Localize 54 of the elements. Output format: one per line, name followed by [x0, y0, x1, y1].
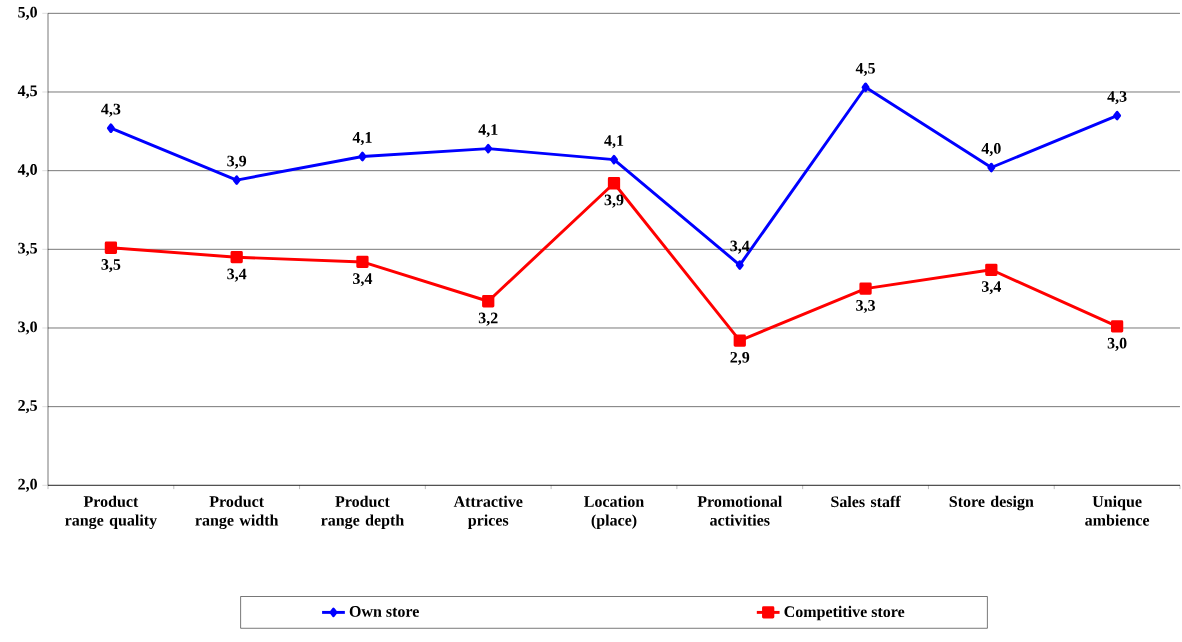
- data-label: 3,5: [101, 259, 121, 273]
- point: [735, 260, 744, 270]
- y-tick-label: 4,0: [17, 164, 37, 178]
- data-label: 4,5: [855, 62, 875, 76]
- data-label: 2,9: [730, 351, 750, 366]
- data-label: 3,3: [856, 300, 875, 314]
- y-tick-label: 5,0: [18, 6, 37, 20]
- point: [484, 143, 493, 154]
- data-label: 4,1: [352, 132, 372, 146]
- y-tick-label: 2,0: [18, 478, 37, 492]
- legend-label: Own store: [349, 606, 419, 617]
- data-label: 4,1: [604, 135, 624, 149]
- point: [985, 263, 998, 276]
- data-label: 3,4: [730, 240, 750, 254]
- point: [861, 82, 870, 93]
- x-tick-label: Product range quality: [65, 495, 157, 530]
- y-tick-label: 3,5: [18, 242, 38, 256]
- point: [232, 175, 241, 185]
- data-label: 4,1: [478, 124, 498, 138]
- point: [106, 123, 115, 133]
- data-label: 3,0: [1107, 337, 1127, 351]
- legend-label: Competitive store: [784, 605, 905, 621]
- point: [1113, 110, 1122, 121]
- data-label: 3,9: [227, 155, 247, 169]
- y-tick-label: 4,5: [17, 85, 38, 99]
- x-tick-label: Sales staff: [831, 495, 901, 508]
- x-tick-label: Unique ambience: [1085, 495, 1150, 526]
- data-label: 4,3: [1107, 91, 1127, 105]
- data-label: 3,4: [981, 281, 1002, 295]
- point: [1110, 320, 1124, 333]
- data-label: 4,3: [101, 103, 121, 117]
- data-label: 3,4: [227, 268, 247, 282]
- x-tick-label: Store design: [949, 495, 1034, 511]
- y-tick-label: 2,5: [18, 400, 38, 414]
- data-label: 3,4: [353, 273, 373, 287]
- point: [987, 162, 996, 173]
- data-label: 4,0: [981, 143, 1001, 157]
- point: [482, 295, 495, 308]
- x-tick-label: Product range width: [195, 495, 279, 530]
- x-tick-label: Product range depth: [321, 495, 404, 530]
- x-tick-label: Attractive prices: [453, 495, 523, 529]
- point: [356, 255, 369, 269]
- point: [104, 241, 118, 254]
- data-label: 3,2: [478, 312, 498, 326]
- point: [358, 151, 367, 162]
- point: [859, 282, 872, 295]
- x-tick-label: Promotional activities: [697, 495, 783, 526]
- x-tick-label: Location (place): [584, 495, 644, 529]
- point: [607, 177, 621, 190]
- data-label: 3,9: [604, 194, 624, 208]
- y-tick-label: 3,0: [18, 321, 37, 335]
- point: [610, 154, 618, 165]
- point: [230, 251, 243, 264]
- point: [733, 334, 746, 347]
